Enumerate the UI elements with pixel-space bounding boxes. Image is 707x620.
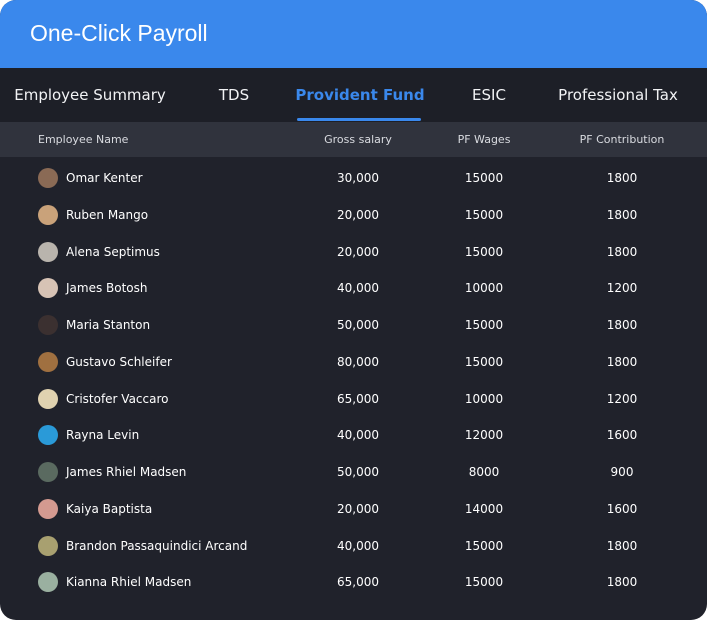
column-header: PF Contribution (579, 133, 665, 146)
avatar (38, 462, 58, 482)
cell: 900 (610, 465, 634, 479)
avatar (38, 498, 58, 519)
employee-name: Ruben Mango (66, 207, 149, 222)
employee-name: Brandon Passaquindici Arcand (66, 538, 248, 553)
cell: 40,000 (337, 538, 379, 553)
column-header: Employee Name (38, 133, 129, 146)
employee-name: Maria Stanton (66, 318, 151, 332)
cell: 8000 (468, 465, 500, 479)
cell: 10000 (464, 281, 504, 296)
cell: 65,000 (337, 575, 379, 590)
column-header: Gross salary (324, 133, 392, 146)
tab[interactable]: ESIC (472, 86, 506, 104)
cell: 1600 (606, 501, 638, 516)
cell: 65,000 (337, 391, 379, 406)
employee-name: James Rhiel Madsen (66, 465, 187, 479)
avatar (38, 351, 58, 372)
avatar (38, 204, 58, 225)
avatar (38, 315, 58, 335)
tab-bar: Employee Summary TDS Provident Fund ESIC Pro… (0, 68, 707, 122)
employee-name: Alena Septimus (66, 244, 160, 259)
employee-name: Rayna Levin (66, 428, 140, 443)
cell: 50,000 (337, 465, 379, 479)
avatar (38, 278, 58, 299)
table-header: Employee Name Gross salary PF Wages PF Cont… (0, 122, 707, 157)
employee-name: James Botosh (66, 281, 148, 296)
title: One-Click Payroll (30, 20, 208, 46)
cell: 15000 (464, 354, 504, 369)
avatar (38, 572, 58, 593)
cell: 1800 (606, 538, 638, 553)
cell: 15000 (464, 538, 504, 553)
avatar (38, 168, 58, 188)
cell: 12000 (464, 428, 504, 443)
employee-name: Kaiya Baptista (66, 501, 153, 516)
cell: 14000 (464, 501, 504, 516)
avatar (38, 425, 58, 446)
avatar (38, 535, 58, 556)
cell: 1800 (606, 244, 638, 259)
employee-name: Kianna Rhiel Madsen (66, 575, 192, 590)
avatar (38, 388, 58, 409)
cell: 15000 (464, 244, 504, 259)
cell: 15000 (464, 171, 504, 185)
active-underline (297, 118, 421, 121)
tab[interactable]: Professional Tax (558, 86, 678, 104)
cell: 40,000 (337, 428, 379, 443)
cell: 1800 (606, 575, 638, 590)
cell: 15000 (464, 575, 504, 590)
cell: 20,000 (337, 501, 379, 516)
cell: 50,000 (337, 318, 379, 332)
cell: 1800 (606, 318, 638, 332)
employee-name: Gustavo Schleifer (66, 354, 172, 369)
cell: 80,000 (337, 354, 379, 369)
tab[interactable]: TDS (218, 86, 250, 104)
cell: 20,000 (337, 207, 379, 222)
cell: 1800 (606, 207, 638, 222)
cell: 1800 (606, 171, 638, 185)
tab[interactable]: Employee Summary (14, 86, 166, 104)
cell: 1200 (606, 391, 638, 406)
employee-name: Omar Kenter (66, 171, 143, 185)
cell: 1800 (606, 354, 638, 369)
cell: 20,000 (337, 244, 379, 259)
header: One-Click Payroll (0, 0, 707, 68)
cell: 10000 (464, 391, 504, 406)
cell: 40,000 (337, 281, 379, 296)
employee-name: Cristofer Vaccaro (66, 391, 169, 406)
tab[interactable]: Provident Fund (295, 86, 425, 104)
cell: 1600 (606, 428, 638, 443)
cell: 1200 (606, 281, 638, 296)
cell: 30,000 (337, 171, 379, 185)
column-header: PF Wages (457, 133, 511, 146)
cell: 15000 (464, 207, 504, 222)
cell: 15000 (464, 318, 504, 332)
avatar (38, 241, 58, 262)
